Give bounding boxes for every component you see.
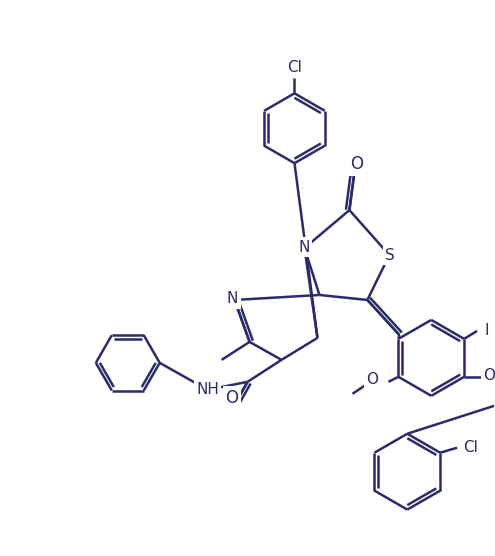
Text: Cl: Cl — [287, 60, 302, 75]
Text: S: S — [386, 247, 395, 262]
Text: I: I — [485, 324, 490, 339]
Text: O: O — [483, 368, 495, 383]
Text: NH: NH — [196, 383, 219, 398]
Text: N: N — [299, 240, 310, 255]
Text: O: O — [366, 373, 379, 388]
Text: O: O — [350, 155, 363, 173]
Text: N: N — [227, 291, 238, 306]
Text: O: O — [225, 389, 238, 407]
Text: Cl: Cl — [463, 440, 478, 455]
